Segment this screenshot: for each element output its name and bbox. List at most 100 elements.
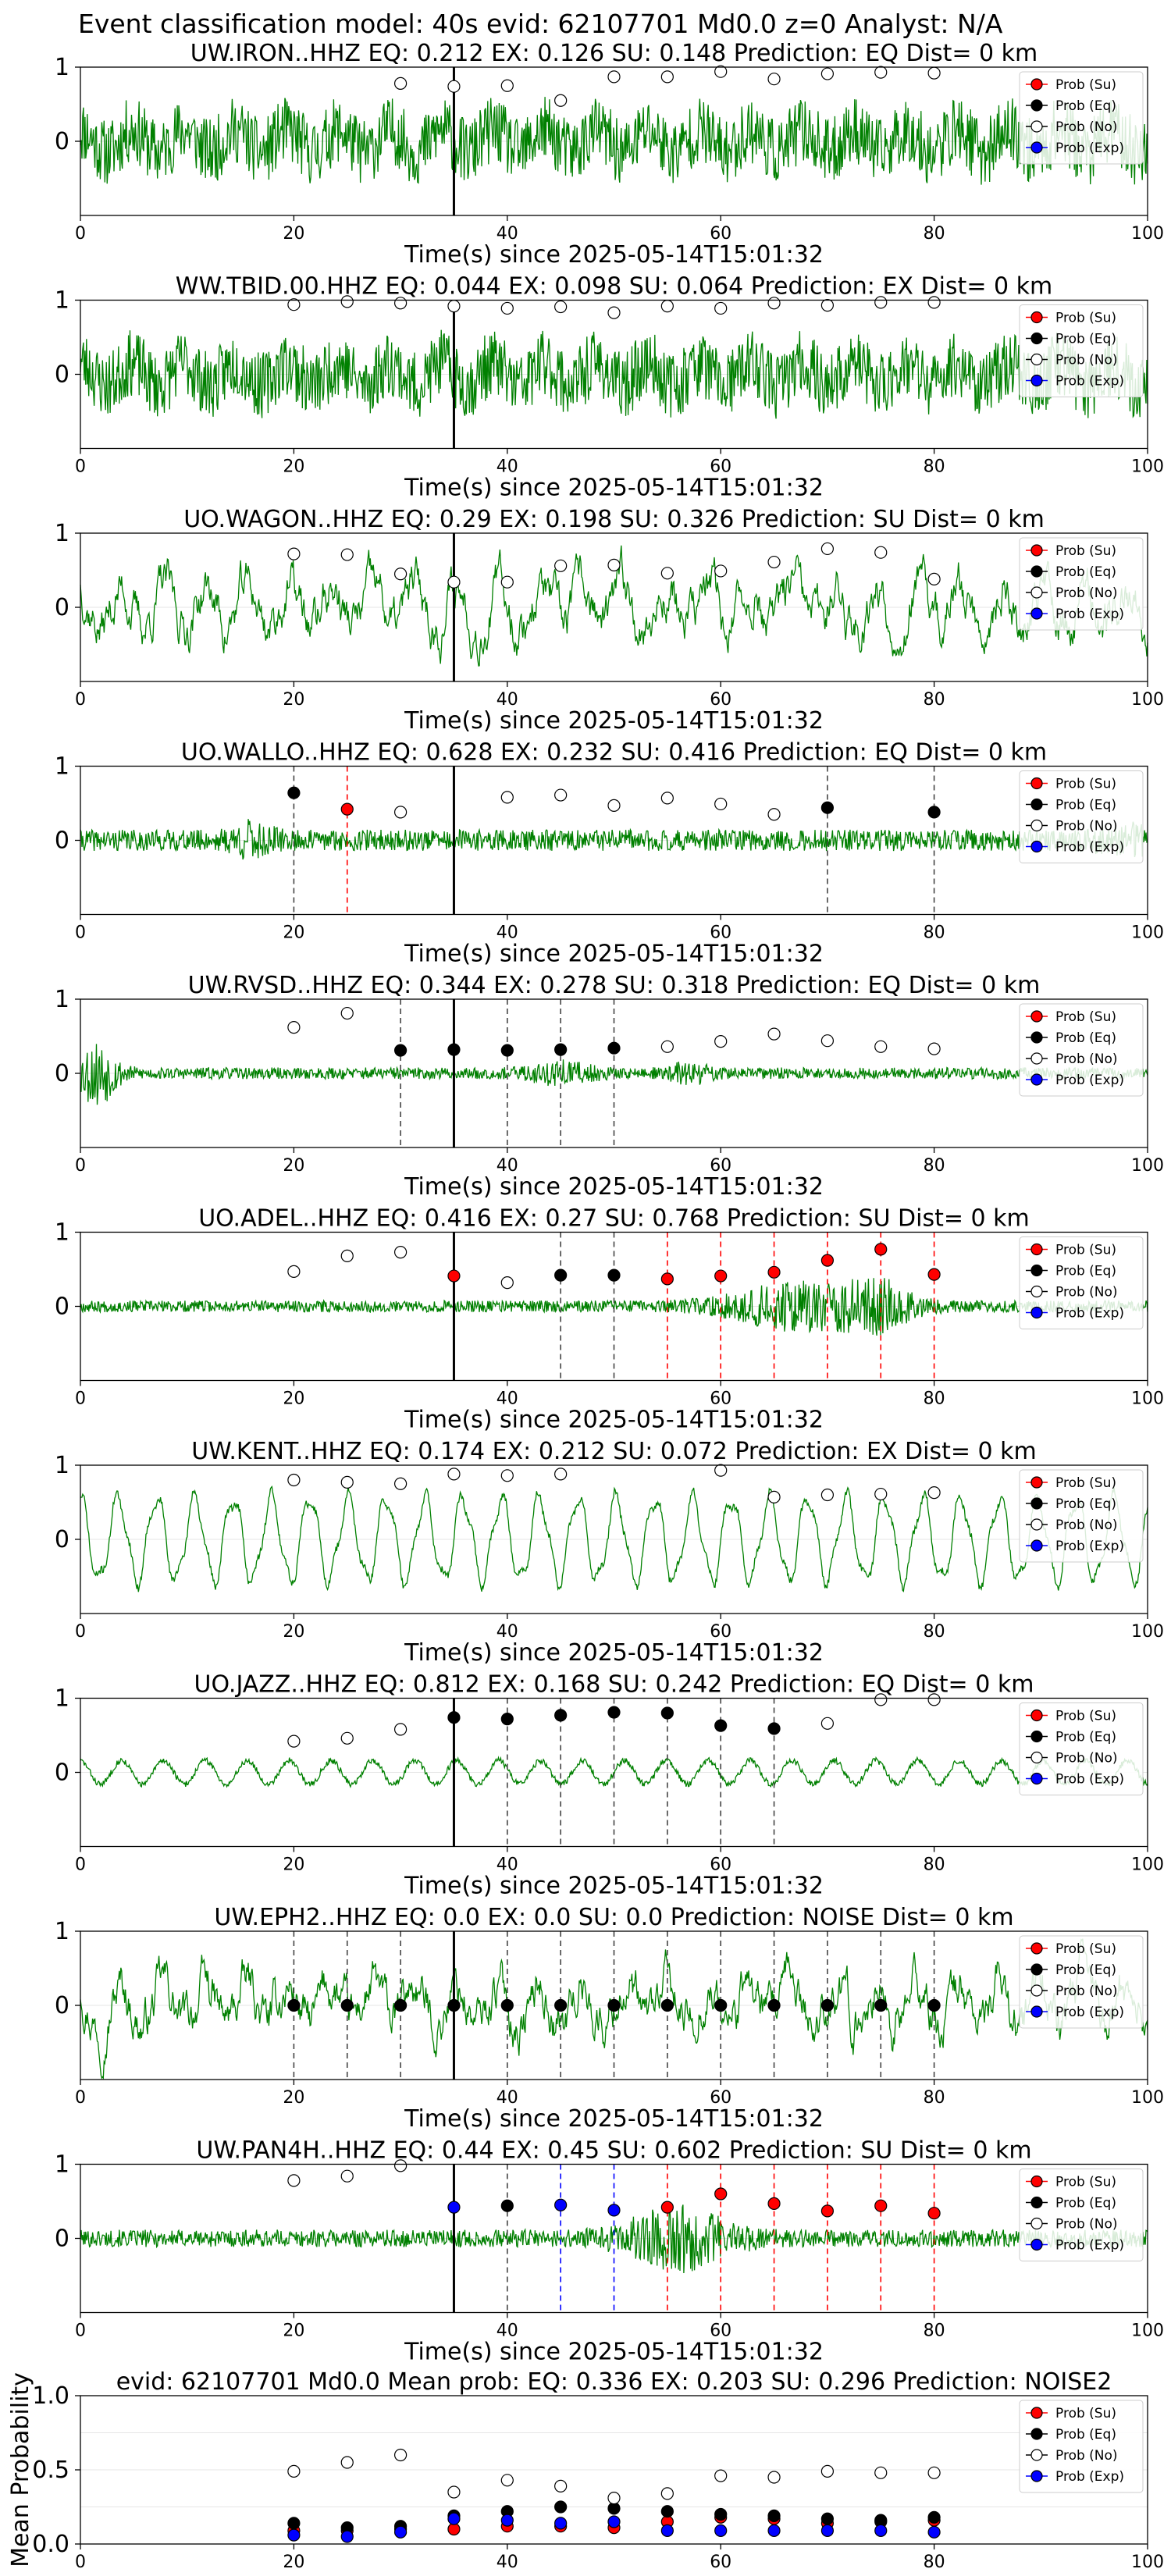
panel-title: UW.PAN4H..HHZ EQ: 0.44 EX: 0.45 SU: 0.60… (196, 2137, 1031, 2165)
mean-probability-point (500, 2514, 514, 2527)
probability-point (927, 1268, 941, 1281)
y-tick-label: 1 (55, 1219, 69, 1247)
legend-label: Prob (Su) (1055, 311, 1116, 326)
x-tick-label: 40 (497, 1156, 518, 1176)
probability-point (607, 70, 621, 84)
probability-point (393, 568, 408, 581)
station-panel: UW.RVSD..HHZ EQ: 0.344 EX: 0.278 SU: 0.3… (55, 972, 1164, 1201)
probability-point (554, 1043, 568, 1056)
x-tick-label: 40 (497, 2553, 518, 2572)
probability-point (874, 1243, 888, 1256)
probability-point (820, 2204, 835, 2218)
legend-label: Prob (Eq) (1055, 332, 1116, 347)
probability-point (340, 1998, 354, 2012)
y-tick-label: 1 (55, 986, 69, 1013)
summary-panel: evid: 62107701 Md0.0 Mean prob: EQ: 0.33… (7, 2368, 1164, 2572)
probability-point (874, 66, 888, 79)
probability-point (500, 1713, 514, 1726)
legend: Prob (Su) Prob (Eq) Prob (No) Prob (Exp) (1019, 304, 1144, 397)
probability-point (874, 1693, 888, 1706)
legend-label: Prob (No) (1055, 2448, 1118, 2464)
legend-marker (1030, 840, 1043, 853)
mean-probability-point (660, 2524, 674, 2537)
y-tick-label: 1.0 (32, 2382, 69, 2410)
legend-marker (1030, 2449, 1043, 2461)
probability-point (447, 575, 461, 589)
probability-point (393, 806, 408, 819)
legend-label: Prob (Eq) (1055, 2427, 1116, 2443)
station-panel: UW.IRON..HHZ EQ: 0.212 EX: 0.126 SU: 0.1… (55, 40, 1164, 269)
probability-point (287, 786, 301, 799)
probability-point (767, 1998, 781, 2012)
probability-point (767, 297, 781, 310)
x-tick-label: 20 (283, 1156, 304, 1176)
probability-point (393, 297, 408, 310)
legend-marker (1030, 1539, 1043, 1552)
probability-point (660, 567, 674, 580)
probability-point (554, 1709, 568, 1722)
mean-probability-point (820, 2464, 835, 2478)
mean-probability-point (500, 2474, 514, 2487)
mean-probability-point (714, 2507, 728, 2521)
probability-point (287, 547, 301, 560)
mean-probability-point (927, 2525, 941, 2539)
probability-point (607, 2204, 621, 2217)
probability-point (714, 797, 728, 811)
mean-probability-point (927, 2466, 941, 2479)
mean-probability-point (447, 2485, 461, 2499)
mean-probability-point (820, 2512, 835, 2525)
y-tick-label: 1 (55, 287, 69, 315)
x-axis-label: Time(s) since 2025-05-14T15:01:32 (404, 475, 824, 502)
probability-point (340, 548, 354, 561)
probability-point (447, 1998, 461, 2012)
legend-marker (1030, 332, 1043, 345)
mean-probability-point (287, 2528, 301, 2542)
x-tick-label: 80 (924, 224, 945, 244)
legend-marker (1030, 607, 1043, 620)
x-tick-label: 0 (75, 2553, 86, 2572)
x-tick-label: 100 (1131, 2322, 1164, 2341)
probability-point (447, 1269, 461, 1283)
probability-point (660, 792, 674, 805)
probability-point (607, 1998, 621, 2012)
probability-point (820, 1254, 835, 1267)
probability-point (660, 2201, 674, 2214)
legend-marker (1030, 311, 1043, 324)
station-panel: UW.PAN4H..HHZ EQ: 0.44 EX: 0.45 SU: 0.60… (55, 2137, 1164, 2366)
legend: Prob (Su) Prob (Eq) Prob (No) Prob (Exp) (1019, 1703, 1144, 1795)
y-tick-label: 0 (55, 1759, 69, 1787)
x-tick-label: 100 (1131, 2088, 1164, 2108)
legend-label: Prob (Su) (1055, 1009, 1116, 1025)
legend-marker (1030, 1264, 1043, 1277)
probability-point (393, 76, 408, 91)
legend-box (1019, 537, 1144, 631)
x-tick-label: 0 (75, 690, 86, 710)
probability-point (927, 572, 941, 586)
mean-probability-point (927, 2510, 941, 2524)
legend-marker (1030, 1010, 1043, 1023)
probability-point (820, 542, 835, 556)
probability-point (767, 1722, 781, 1735)
legend-marker (1030, 2175, 1043, 2188)
legend-label: Prob (No) (1055, 1285, 1118, 1300)
probability-point (820, 801, 835, 814)
probability-point (927, 296, 941, 309)
y-tick-label: 1 (55, 1918, 69, 1945)
probability-point (554, 1998, 568, 2012)
station-panel: UO.WALLO..HHZ EQ: 0.628 EX: 0.232 SU: 0.… (55, 739, 1164, 968)
panel-title: UO.ADEL..HHZ EQ: 0.416 EX: 0.27 SU: 0.76… (198, 1205, 1030, 1233)
probability-point (500, 791, 514, 804)
y-tick-label: 0 (55, 1293, 69, 1321)
probability-point (287, 1998, 301, 2012)
legend-marker (1030, 2470, 1043, 2482)
probability-point (874, 1040, 888, 1053)
legend-label: Prob (Exp) (1055, 1073, 1124, 1088)
probability-point (714, 1035, 728, 1048)
x-tick-label: 80 (924, 1856, 945, 1875)
x-tick-label: 100 (1131, 1856, 1164, 1875)
probability-point (607, 306, 621, 319)
x-tick-label: 60 (710, 224, 731, 244)
x-tick-label: 0 (75, 2322, 86, 2341)
legend-marker (1030, 586, 1043, 599)
